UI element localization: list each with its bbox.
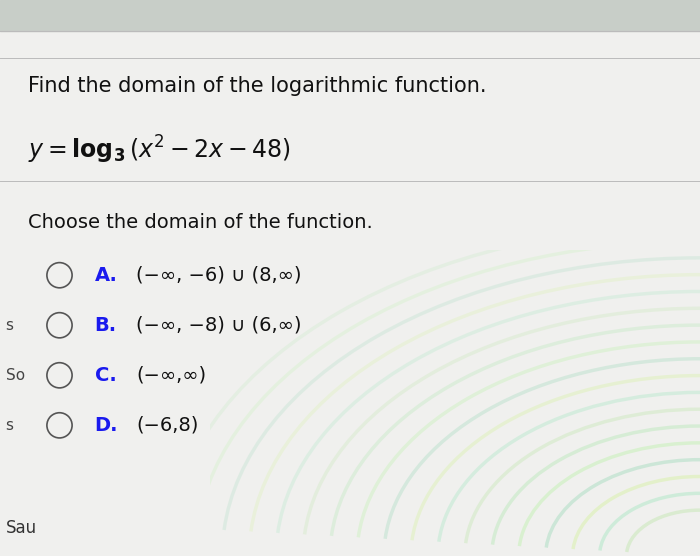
Text: A.: A.	[94, 266, 118, 285]
Text: $y=\mathbf{log}_{\mathbf{3}}\,(x^{2}-2x-48)$: $y=\mathbf{log}_{\mathbf{3}}\,(x^{2}-2x-…	[28, 134, 291, 166]
Text: D.: D.	[94, 416, 118, 435]
Text: (−6,8): (−6,8)	[136, 416, 199, 435]
Text: (−∞,∞): (−∞,∞)	[136, 366, 206, 385]
Text: B.: B.	[94, 316, 117, 335]
Text: s: s	[6, 318, 13, 332]
Text: s: s	[6, 418, 13, 433]
Text: Choose the domain of the function.: Choose the domain of the function.	[28, 213, 372, 232]
Text: So: So	[6, 368, 25, 383]
Text: Find the domain of the logarithmic function.: Find the domain of the logarithmic funct…	[28, 76, 486, 96]
Text: (−∞, −8) ∪ (6,∞): (−∞, −8) ∪ (6,∞)	[136, 316, 302, 335]
Text: Sau: Sau	[6, 519, 36, 537]
Text: (−∞, −6) ∪ (8,∞): (−∞, −6) ∪ (8,∞)	[136, 266, 302, 285]
Bar	[0, 0, 700, 31]
Text: C.: C.	[94, 366, 116, 385]
